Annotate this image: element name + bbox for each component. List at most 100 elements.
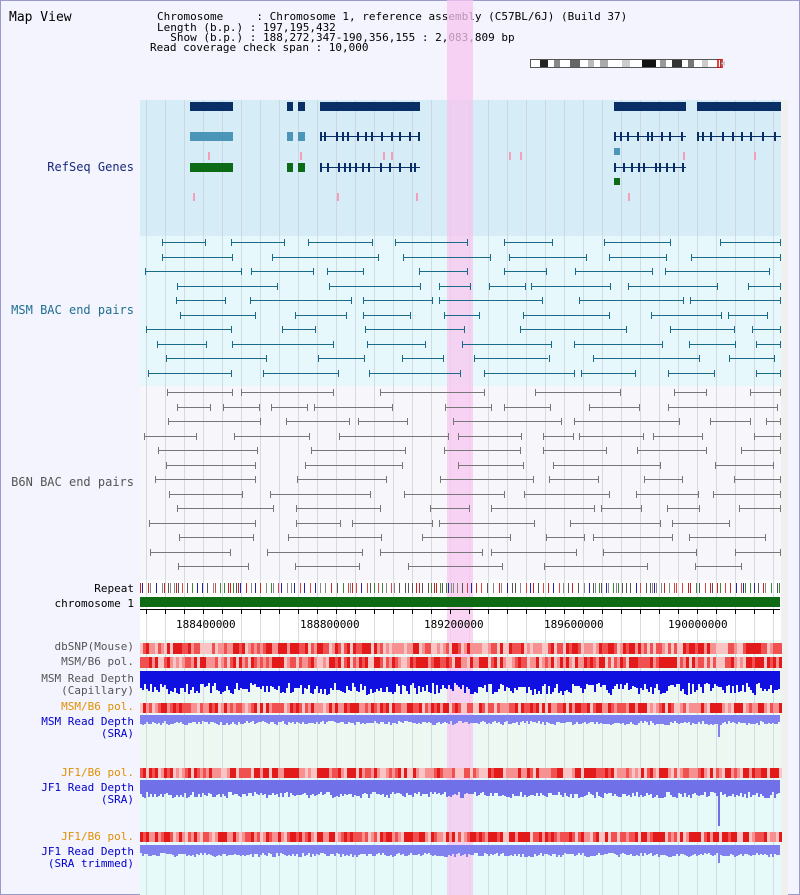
msm-bac-pair[interactable]	[728, 314, 768, 316]
b6n-bac-pair-end[interactable]	[780, 476, 781, 483]
b6n-bac-pair-end[interactable]	[636, 447, 638, 454]
msm-bac-pair-end[interactable]	[650, 311, 652, 319]
b6n-bac-pair-end[interactable]	[158, 447, 160, 454]
msm-bac-pair[interactable]	[145, 271, 241, 272]
msm-bac-pair-end[interactable]	[283, 239, 285, 246]
msm-bac-pair-end[interactable]	[262, 369, 264, 377]
msm-bac-pair-end[interactable]	[627, 282, 629, 290]
track-label-msm-bac[interactable]: MSM BAC end pairs	[0, 303, 134, 317]
b6n-bac-pair[interactable]	[444, 450, 520, 451]
b6n-bac-pair-end[interactable]	[177, 563, 179, 570]
msm-bac-pair[interactable]	[439, 285, 471, 287]
chromosome-ideogram[interactable]	[530, 53, 726, 69]
b6n-bac-pair-end[interactable]	[548, 476, 550, 483]
msm-bac-pair[interactable]	[719, 242, 780, 243]
msm-bac-pair-end[interactable]	[752, 326, 754, 333]
msm-bac-pair-end[interactable]	[308, 239, 310, 246]
b6n-bac-pair[interactable]	[310, 450, 406, 451]
b6n-bac-pair-end[interactable]	[166, 461, 168, 469]
b6n-bac-pair-end[interactable]	[432, 519, 434, 527]
b6n-bac-pair[interactable]	[338, 435, 449, 437]
msm-bac-pair-end[interactable]	[377, 253, 379, 261]
jf1-b6-pol-heat-strip-2[interactable]	[140, 832, 782, 842]
b6n-bac-pair[interactable]	[636, 493, 699, 495]
b6n-bac-pair-end[interactable]	[439, 519, 441, 527]
b6n-bac-pair-end[interactable]	[714, 461, 716, 469]
b6n-bac-pair-end[interactable]	[602, 548, 604, 556]
gene-exon[interactable]	[638, 163, 640, 172]
msm-bac-pair-end[interactable]	[371, 239, 373, 246]
msm-bac-pair-end[interactable]	[490, 253, 492, 261]
gene-exon[interactable]	[399, 132, 401, 141]
msm-bac-pair-end[interactable]	[728, 355, 730, 362]
msm-bac-pair-end[interactable]	[720, 311, 722, 319]
gene-exon[interactable]	[623, 163, 625, 172]
msm-bac-pair-end[interactable]	[670, 326, 672, 333]
msm-bac-pair-end[interactable]	[548, 355, 550, 362]
b6n-bac-pair-end[interactable]	[313, 403, 315, 411]
gene-exon[interactable]	[614, 163, 616, 172]
b6n-bac-pair-end[interactable]	[666, 505, 668, 512]
gene-block[interactable]	[298, 163, 305, 172]
b6n-bac-pair-end[interactable]	[780, 389, 781, 396]
b6n-bac-pair-end[interactable]	[543, 563, 545, 570]
b6n-bac-pair-end[interactable]	[362, 548, 364, 556]
msm-bac-pair-end[interactable]	[231, 239, 233, 246]
b6n-bac-pair-end[interactable]	[149, 519, 151, 527]
msm-bac-pair-end[interactable]	[317, 355, 319, 362]
b6n-bac-pair-end[interactable]	[270, 403, 272, 411]
msm-bac-pair-end[interactable]	[363, 297, 365, 304]
b6n-bac-pair[interactable]	[740, 450, 780, 451]
msm-bac-pair-end[interactable]	[470, 282, 472, 290]
msm-bac-pair-end[interactable]	[625, 326, 627, 333]
b6n-bac-pair[interactable]	[709, 421, 750, 422]
msm-bac-pair-end[interactable]	[459, 369, 461, 377]
msm-bac-pair-end[interactable]	[225, 297, 227, 304]
b6n-bac-pair-end[interactable]	[523, 490, 525, 498]
b6n-bac-pair-end[interactable]	[349, 418, 351, 425]
b6n-bac-pair[interactable]	[592, 537, 672, 538]
msm-bac-pair-end[interactable]	[466, 268, 468, 275]
b6n-bac-pair[interactable]	[553, 464, 660, 466]
b6n-bac-pair-end[interactable]	[444, 447, 446, 454]
gene-exon[interactable]	[659, 163, 661, 172]
gene-exon[interactable]	[722, 132, 724, 141]
gene-marker[interactable]	[337, 193, 339, 201]
b6n-bac-pair[interactable]	[672, 522, 729, 524]
b6n-bac-pair-end[interactable]	[406, 418, 408, 425]
gene-exon[interactable]	[344, 163, 346, 172]
msm-bac-pair-end[interactable]	[719, 239, 721, 246]
b6n-bac-pair[interactable]	[158, 450, 257, 451]
msm-bac-pair[interactable]	[419, 271, 467, 272]
gene-exon[interactable]	[732, 132, 734, 141]
msm-bac-pair-end[interactable]	[780, 326, 781, 333]
b6n-bac-pair-end[interactable]	[504, 490, 506, 498]
gene-exon[interactable]	[389, 163, 391, 172]
msm-bac-pair-end[interactable]	[652, 268, 654, 275]
msm-bac-pair[interactable]	[272, 256, 378, 258]
msm-bac-pair-end[interactable]	[204, 239, 206, 246]
b6n-bac-pair-end[interactable]	[338, 432, 340, 440]
gene-exon[interactable]	[414, 163, 416, 172]
b6n-bac-pair-end[interactable]	[749, 418, 751, 425]
msm-bac-pair-end[interactable]	[254, 311, 256, 319]
b6n-bac-pair-end[interactable]	[696, 548, 698, 556]
msm-bac-pair-end[interactable]	[156, 340, 158, 348]
b6n-bac-pair[interactable]	[491, 551, 577, 553]
msm-bac-pair-end[interactable]	[462, 340, 464, 348]
gene-marker[interactable]	[683, 152, 685, 160]
msm-bac-pair[interactable]	[691, 256, 780, 258]
b6n-bac-pair-end[interactable]	[780, 432, 781, 440]
msm-bac-pair[interactable]	[366, 343, 425, 345]
b6n-bac-pair[interactable]	[154, 479, 256, 480]
gene-exon[interactable]	[355, 163, 357, 172]
b6n-bac-pair-end[interactable]	[241, 389, 243, 396]
b6n-bac-pair[interactable]	[430, 508, 470, 509]
msm-bac-pair-end[interactable]	[363, 355, 365, 362]
b6n-bac-pair-end[interactable]	[671, 534, 673, 541]
b6n-bac-pair-end[interactable]	[358, 563, 360, 570]
msm-bac-pair-end[interactable]	[714, 369, 716, 377]
msm-bac-pair-end[interactable]	[585, 253, 587, 261]
gene-arrow[interactable]	[614, 148, 620, 155]
msm-bac-pair[interactable]	[747, 285, 780, 287]
